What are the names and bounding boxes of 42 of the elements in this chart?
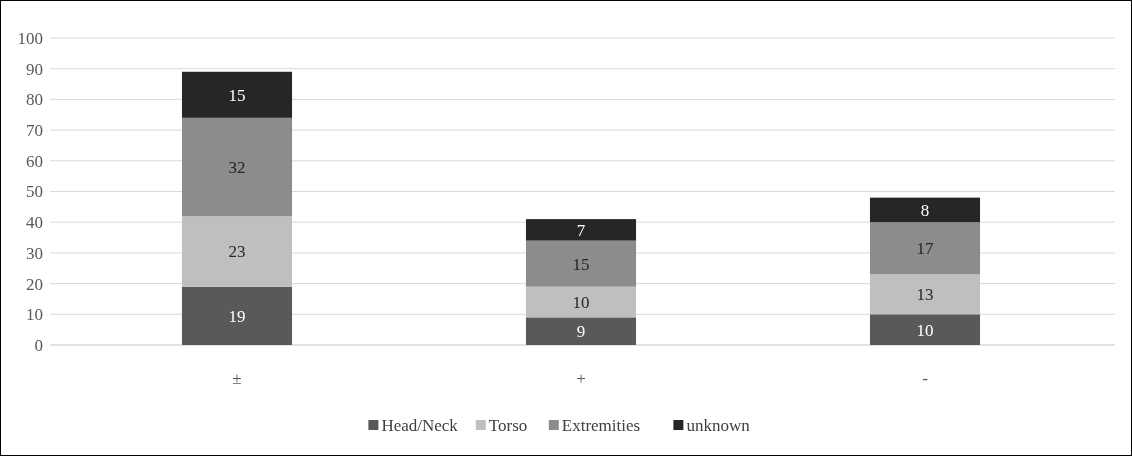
data-label: 19	[228, 306, 246, 326]
y-tick-label: 100	[17, 28, 43, 48]
data-label: 23	[228, 242, 246, 262]
x-tick-label: ±	[232, 368, 242, 388]
legend-label: unknown	[686, 415, 751, 435]
bar	[181, 71, 293, 118]
y-tick-label: 20	[26, 274, 43, 294]
y-tick-label: 80	[26, 90, 43, 110]
data-label: 7	[576, 220, 586, 240]
data-label: 32	[228, 157, 246, 177]
bar	[525, 317, 637, 345]
y-tick-label: 60	[26, 151, 43, 171]
bar	[869, 314, 981, 345]
bar	[525, 219, 637, 241]
legend-label: Torso	[488, 415, 528, 435]
y-tick-label: 10	[26, 305, 43, 325]
y-tick-label: 50	[26, 182, 43, 202]
bar	[525, 240, 637, 287]
y-tick-label: 40	[26, 213, 43, 233]
data-label: 9	[576, 322, 586, 342]
legend-label: Extremities	[561, 415, 641, 435]
data-label: 8	[920, 200, 930, 220]
bar	[181, 216, 293, 287]
bar	[869, 274, 981, 315]
data-label: 17	[916, 239, 934, 259]
data-label: 15	[572, 254, 590, 274]
y-tick-label: 70	[26, 121, 43, 141]
bar	[869, 197, 981, 223]
data-label: 10	[572, 292, 590, 312]
y-tick-label: 30	[26, 243, 43, 263]
bar	[181, 117, 293, 217]
bar	[525, 286, 637, 318]
y-tick-label: 90	[26, 59, 43, 79]
legend-label: Head/Neck	[381, 415, 459, 435]
data-label: 10	[916, 320, 934, 340]
x-tick-label: -	[922, 368, 929, 388]
bar	[869, 222, 981, 275]
data-label: 15	[228, 85, 246, 105]
y-tick-label: 0	[34, 335, 43, 355]
x-tick-label: +	[576, 368, 586, 388]
bar	[181, 286, 293, 345]
data-label: 13	[916, 285, 934, 305]
